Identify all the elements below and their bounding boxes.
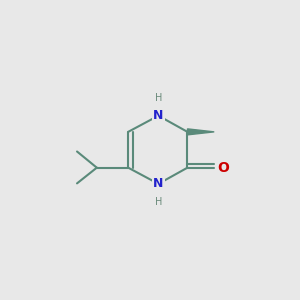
Polygon shape [188, 129, 214, 135]
Text: N: N [153, 177, 164, 190]
Text: N: N [153, 109, 164, 122]
Text: O: O [217, 161, 229, 175]
Text: H: H [155, 93, 162, 103]
Text: H: H [155, 197, 162, 207]
